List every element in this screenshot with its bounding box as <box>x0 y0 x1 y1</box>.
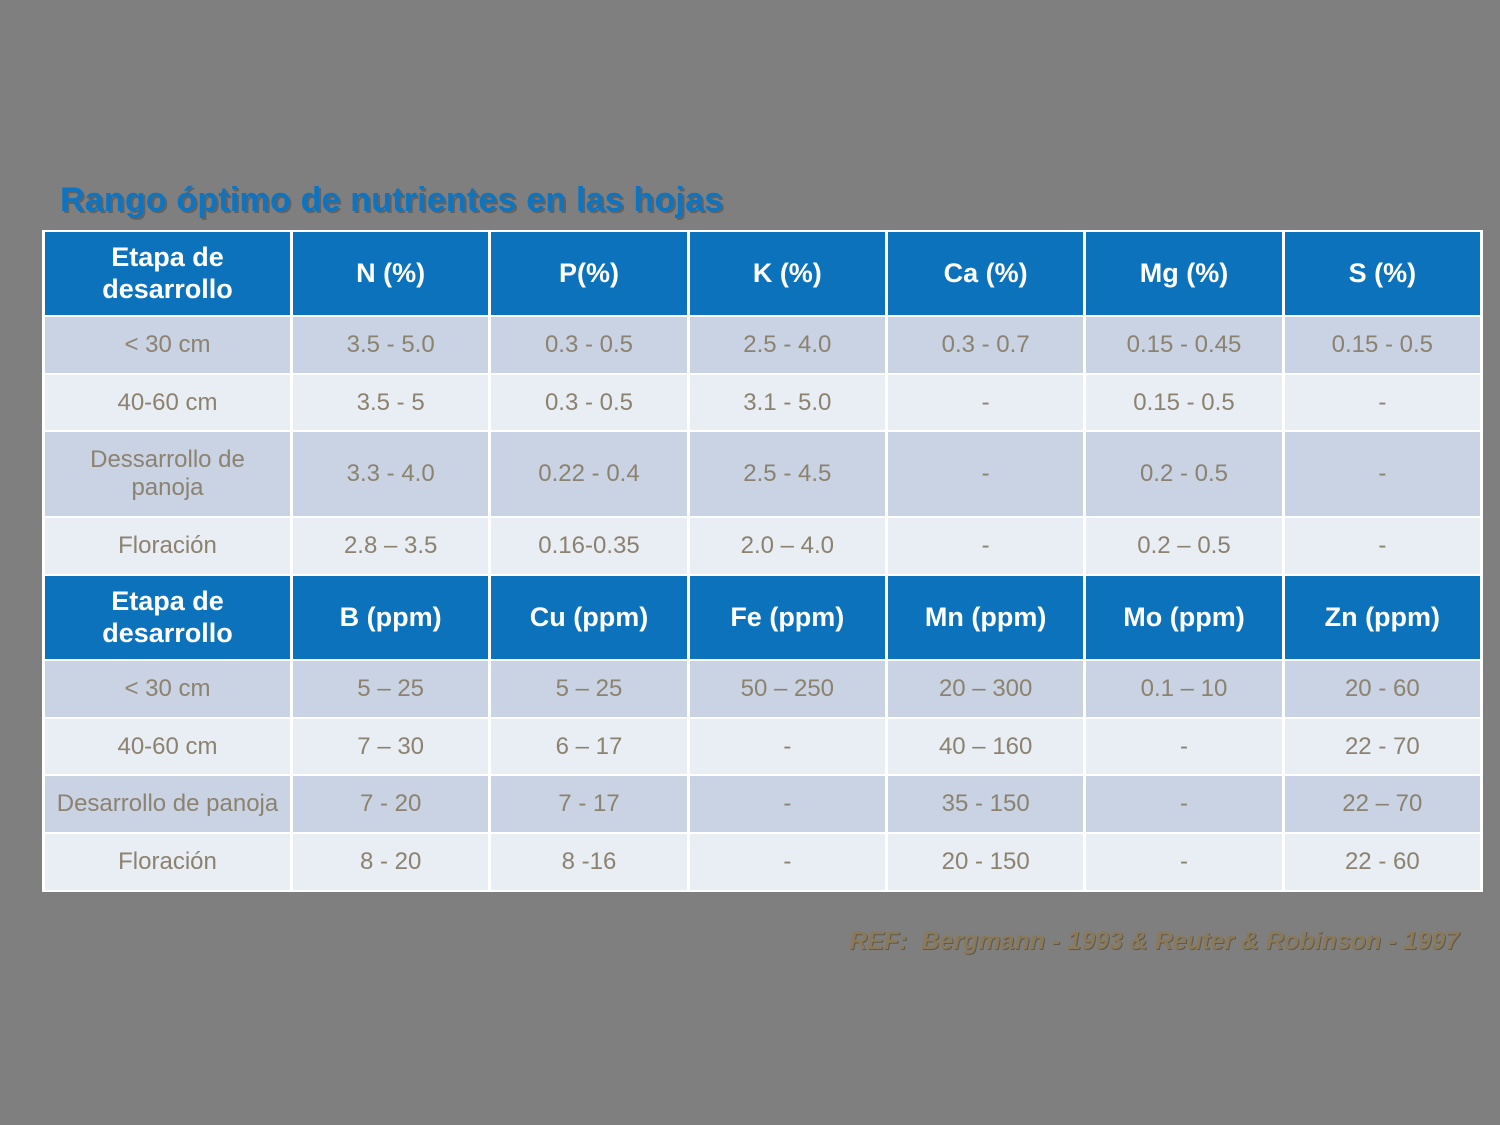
nutrient-column-header: Mn (ppm) <box>884 573 1087 661</box>
value-cell: 2.5 - 4.5 <box>686 430 888 519</box>
value-cell: 0.2 – 0.5 <box>1083 516 1285 576</box>
table-row: Floración 2.8 – 3.5 0.16-0.35 2.0 – 4.0-0.2… <box>42 516 1484 576</box>
nutrient-column-header: Fe (ppm) <box>686 573 888 661</box>
value-cell: 20 - 150 <box>884 832 1087 893</box>
row-label: < 30 cm <box>42 314 293 375</box>
value-cell: 0.15 - 0.45 <box>1083 314 1285 375</box>
table-row: Desarrollo de panoja 7 - 20 7 - 17-35 - 15… <box>42 774 1484 835</box>
row-label: Dessarrollo de panoja <box>42 430 293 519</box>
value-cell: 50 – 250 <box>686 658 888 719</box>
stage-column-header: Etapa de desarrollo <box>42 573 293 661</box>
row-label: < 30 cm <box>42 658 293 719</box>
table-row: 40-60 cm 3.5 - 5 0.3 - 0.5 3.1 - 5.0-0.15 -… <box>42 372 1484 433</box>
nutrient-table-container: Etapa de desarrollo N (%) P(%) K (%) Ca (%) M… <box>42 230 1484 893</box>
value-cell: 22 - 60 <box>1281 832 1484 893</box>
value-cell: 0.16-0.35 <box>488 516 690 576</box>
row-label: Desarrollo de panoja <box>42 774 293 835</box>
value-cell: 40 – 160 <box>884 716 1087 777</box>
nutrient-column-header: Ca (%) <box>884 230 1087 317</box>
value-cell: 6 – 17 <box>488 716 690 777</box>
value-cell: - <box>686 716 888 777</box>
reference-text: REF: Bergmann - 1993 & Reuter & Robinson… <box>849 927 1459 955</box>
nutrient-column-header: N (%) <box>289 230 492 317</box>
value-cell: - <box>884 430 1087 519</box>
value-cell: 5 – 25 <box>289 658 492 719</box>
table-row: < 30 cm 5 – 25 5 – 25 50 – 250 20 – 300 0.1 –… <box>42 658 1484 719</box>
value-cell: 7 - 17 <box>488 774 690 835</box>
nutrient-table: Etapa de desarrollo N (%) P(%) K (%) Ca (%) M… <box>42 230 1484 893</box>
row-label: Floración <box>42 516 293 576</box>
nutrient-table-body: Etapa de desarrollo N (%) P(%) K (%) Ca (%) M… <box>42 230 1484 893</box>
value-cell: 0.3 - 0.7 <box>884 314 1087 375</box>
value-cell: 8 -16 <box>488 832 690 893</box>
value-cell: - <box>1281 372 1484 433</box>
table-row: 40-60 cm 7 – 30 6 – 17-40 – 160-22 - 70 <box>42 716 1484 777</box>
value-cell: 0.3 - 0.5 <box>488 372 690 433</box>
value-cell: - <box>1281 516 1484 576</box>
value-cell: 0.2 - 0.5 <box>1083 430 1285 519</box>
value-cell: - <box>1083 774 1285 835</box>
header-row: Etapa de desarrollo N (%) P(%) K (%) Ca (%) M… <box>42 230 1484 317</box>
value-cell: 8 - 20 <box>289 832 492 893</box>
row-label: 40-60 cm <box>42 372 293 433</box>
value-cell: 2.5 - 4.0 <box>686 314 888 375</box>
stage-column-header: Etapa de desarrollo <box>42 230 293 317</box>
value-cell: 0.1 – 10 <box>1083 658 1285 719</box>
value-cell: 35 - 150 <box>884 774 1087 835</box>
nutrient-column-header: B (ppm) <box>289 573 492 661</box>
value-cell: 20 – 300 <box>884 658 1087 719</box>
slide-title: Rango óptimo de nutrientes en las hojas <box>60 181 724 219</box>
value-cell: 0.22 - 0.4 <box>488 430 690 519</box>
nutrient-column-header: S (%) <box>1281 230 1484 317</box>
value-cell: 0.15 - 0.5 <box>1083 372 1285 433</box>
value-cell: - <box>1083 832 1285 893</box>
table-row: Dessarrollo de panoja 3.3 - 4.0 0.22 - 0.4… <box>42 430 1484 519</box>
value-cell: - <box>686 774 888 835</box>
value-cell: - <box>884 372 1087 433</box>
value-cell: - <box>1083 716 1285 777</box>
nutrient-column-header: Cu (ppm) <box>488 573 690 661</box>
value-cell: 3.3 - 4.0 <box>289 430 492 519</box>
value-cell: 2.0 – 4.0 <box>686 516 888 576</box>
value-cell: - <box>686 832 888 893</box>
value-cell: 2.8 – 3.5 <box>289 516 492 576</box>
nutrient-column-header: K (%) <box>686 230 888 317</box>
value-cell: 22 – 70 <box>1281 774 1484 835</box>
nutrient-column-header: Mo (ppm) <box>1083 573 1285 661</box>
value-cell: 3.1 - 5.0 <box>686 372 888 433</box>
row-label: Floración <box>42 832 293 893</box>
value-cell: 3.5 - 5 <box>289 372 492 433</box>
value-cell: 22 - 70 <box>1281 716 1484 777</box>
value-cell: 0.15 - 0.5 <box>1281 314 1484 375</box>
nutrient-column-header: Mg (%) <box>1083 230 1285 317</box>
value-cell: 3.5 - 5.0 <box>289 314 492 375</box>
table-row: Floración 8 - 20 8 -16-20 - 150-22 - 60 <box>42 832 1484 893</box>
value-cell: - <box>884 516 1087 576</box>
value-cell: 0.3 - 0.5 <box>488 314 690 375</box>
value-cell: 7 – 30 <box>289 716 492 777</box>
nutrient-column-header: Zn (ppm) <box>1281 573 1484 661</box>
value-cell: - <box>1281 430 1484 519</box>
value-cell: 20 - 60 <box>1281 658 1484 719</box>
table-row: < 30 cm 3.5 - 5.0 0.3 - 0.5 2.5 - 4.0 0.3 - … <box>42 314 1484 375</box>
nutrient-column-header: P(%) <box>488 230 690 317</box>
value-cell: 7 - 20 <box>289 774 492 835</box>
row-label: 40-60 cm <box>42 716 293 777</box>
value-cell: 5 – 25 <box>488 658 690 719</box>
header-row: Etapa de desarrollo B (ppm) Cu (ppm) Fe (pp… <box>42 573 1484 661</box>
